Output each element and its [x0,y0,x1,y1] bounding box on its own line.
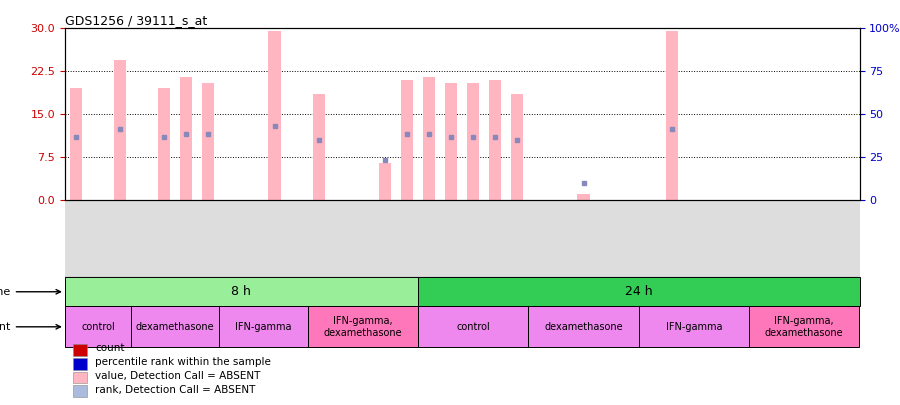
Text: 8 h: 8 h [231,285,251,298]
Text: percentile rank within the sample: percentile rank within the sample [95,357,271,367]
Text: IFN-gamma: IFN-gamma [666,322,722,332]
Bar [400,80,413,200]
Bar [578,194,590,200]
Text: rank, Detection Call = ABSENT: rank, Detection Call = ABSENT [95,385,256,395]
Bar [202,83,214,200]
Bar [445,83,457,200]
Bar [418,277,860,307]
Bar [308,307,418,347]
Bar [379,163,391,200]
Text: dexamethasone: dexamethasone [136,322,214,332]
Text: agent: agent [0,322,60,332]
Bar [511,94,524,200]
Bar [749,307,860,347]
Bar [639,307,749,347]
Bar [528,307,639,347]
Bar [114,60,126,200]
Text: GDS1256 / 39111_s_at: GDS1256 / 39111_s_at [65,14,207,27]
Bar [220,307,308,347]
Bar [180,77,193,200]
Text: IFN-gamma,
dexamethasone: IFN-gamma, dexamethasone [765,316,843,338]
Bar [73,344,87,356]
Bar [158,89,170,200]
Bar [490,80,501,200]
Bar [73,386,87,397]
Text: 24 h: 24 h [625,285,652,298]
Text: value, Detection Call = ABSENT: value, Detection Call = ABSENT [95,371,260,381]
Bar [73,371,87,384]
Text: IFN-gamma,
dexamethasone: IFN-gamma, dexamethasone [323,316,402,338]
Text: count: count [95,343,124,353]
Bar [73,358,87,369]
Text: IFN-gamma: IFN-gamma [235,322,292,332]
Text: control: control [456,322,491,332]
Bar [131,307,220,347]
Bar [418,307,528,347]
Bar [666,31,678,200]
Text: control: control [81,322,115,332]
Bar [65,307,131,347]
Bar [312,94,325,200]
Text: dexamethasone: dexamethasone [544,322,623,332]
Text: time: time [0,287,60,297]
Bar [423,77,435,200]
Bar [65,277,418,307]
Bar [268,31,281,200]
Bar [70,89,82,200]
Bar [467,83,480,200]
